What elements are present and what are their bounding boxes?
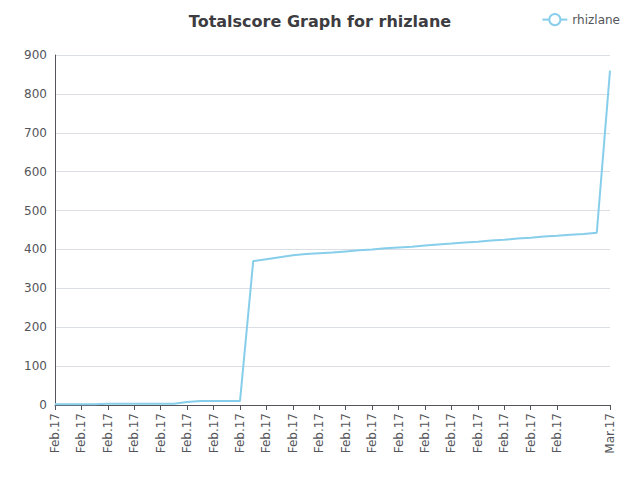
svg-text:Feb.17: Feb.17 <box>497 413 511 453</box>
svg-text:Feb.17: Feb.17 <box>550 413 564 453</box>
svg-text:Feb.17: Feb.17 <box>286 413 300 453</box>
svg-text:Feb.17: Feb.17 <box>48 413 62 453</box>
svg-text:500: 500 <box>24 204 47 218</box>
svg-text:Feb.17: Feb.17 <box>180 413 194 453</box>
svg-text:Feb.17: Feb.17 <box>444 413 458 453</box>
svg-text:600: 600 <box>24 165 47 179</box>
svg-text:700: 700 <box>24 126 47 140</box>
svg-text:Totalscore Graph for rhizlane: Totalscore Graph for rhizlane <box>189 12 451 31</box>
svg-text:Feb.17: Feb.17 <box>154 413 168 453</box>
svg-text:Feb.17: Feb.17 <box>418 413 432 453</box>
svg-text:Feb.17: Feb.17 <box>233 413 247 453</box>
svg-text:Feb.17: Feb.17 <box>207 413 221 453</box>
svg-text:200: 200 <box>24 320 47 334</box>
svg-text:Feb.17: Feb.17 <box>127 413 141 453</box>
svg-text:Feb.17: Feb.17 <box>339 413 353 453</box>
svg-text:Feb.17: Feb.17 <box>365 413 379 453</box>
svg-text:rhizlane: rhizlane <box>572 13 620 27</box>
svg-text:Feb.17: Feb.17 <box>524 413 538 453</box>
svg-text:100: 100 <box>24 359 47 373</box>
svg-text:Mar.17: Mar.17 <box>603 413 617 454</box>
svg-text:Feb.17: Feb.17 <box>74 413 88 453</box>
svg-text:900: 900 <box>24 48 47 62</box>
svg-text:Feb.17: Feb.17 <box>312 413 326 453</box>
svg-text:300: 300 <box>24 281 47 295</box>
svg-text:400: 400 <box>24 242 47 256</box>
svg-text:Feb.17: Feb.17 <box>392 413 406 453</box>
svg-text:800: 800 <box>24 87 47 101</box>
svg-text:0: 0 <box>39 398 47 412</box>
svg-text:Feb.17: Feb.17 <box>259 413 273 453</box>
svg-text:Feb.17: Feb.17 <box>101 413 115 453</box>
svg-text:Feb.17: Feb.17 <box>471 413 485 453</box>
